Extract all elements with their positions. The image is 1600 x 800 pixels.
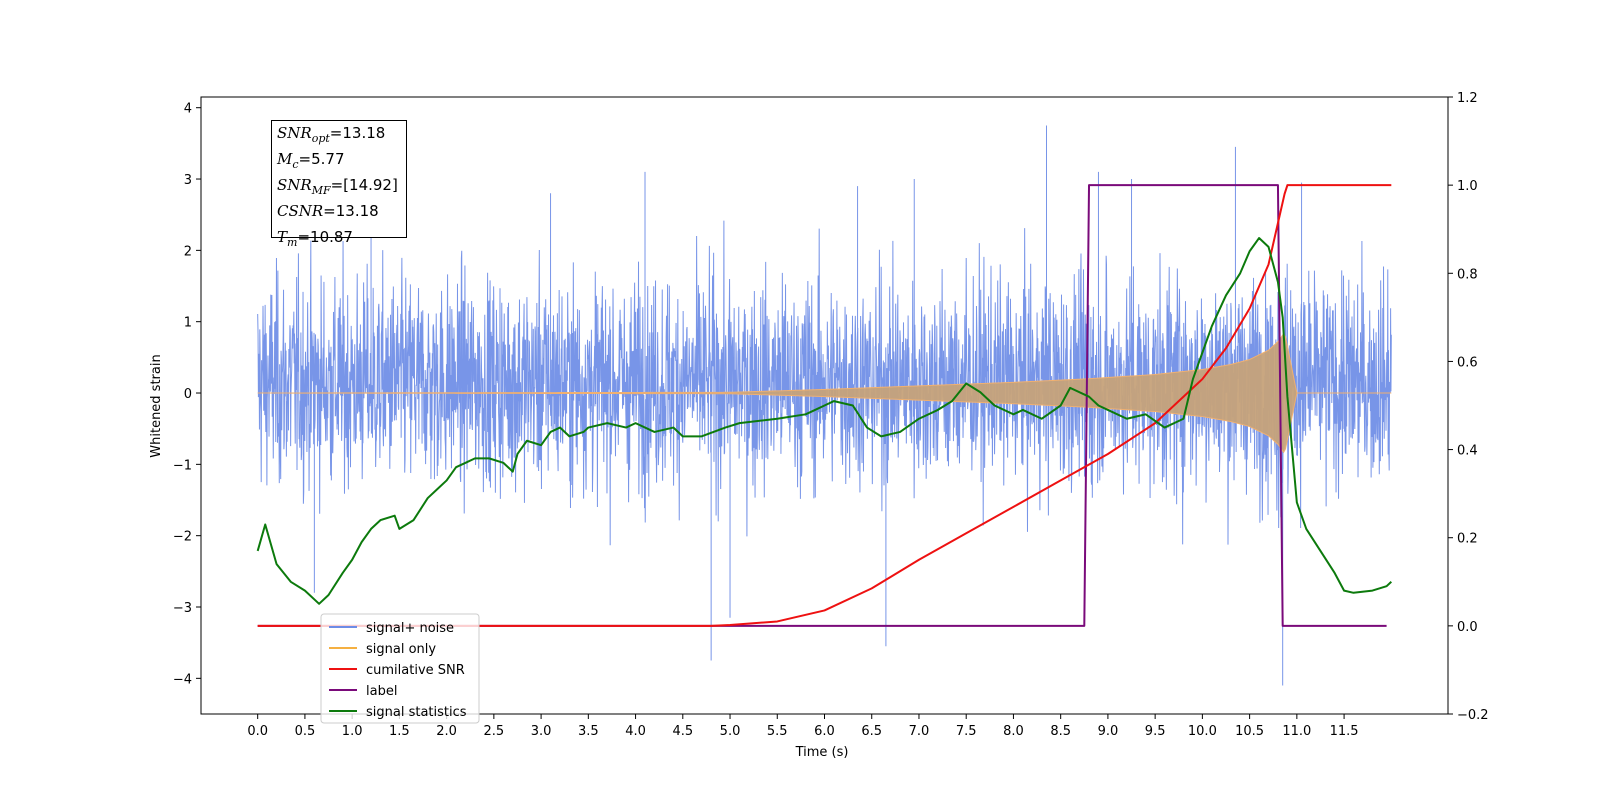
legend-entry: signal+ noise [366, 621, 454, 636]
y-tick-label: −4 [173, 672, 192, 687]
y2-tick-label: 0.2 [1457, 532, 1478, 547]
x-axis: 0.0 0.5 1.0 1.5 2.0 2.5 3.0 3.5 4.0 4.5 5.0 5.5 6.0 6… [247, 714, 1359, 739]
y-axis-left: 4 3 2 1 0 −1 −2 −3 −4 [173, 102, 201, 687]
x-tick-label: 1.0 [342, 724, 363, 739]
y2-tick-label: 0.6 [1457, 355, 1478, 370]
legend-entry: cumilative SNR [366, 663, 465, 678]
x-tick-label: 0.5 [295, 724, 316, 739]
x-tick-label: 6.5 [861, 724, 882, 739]
y-tick-label: −2 [173, 530, 192, 545]
y2-tick-label: −0.2 [1457, 708, 1489, 723]
y-tick-label: 2 [184, 244, 192, 259]
x-tick-label: 7.0 [909, 724, 930, 739]
legend-box [320, 613, 480, 724]
x-tick-label: 8.5 [1050, 724, 1071, 739]
y2-tick-label: 1.0 [1457, 179, 1478, 194]
stats-box: SNRopt=13.18 Mc=5.77 SNRMF=[14.92] CSNR=… [271, 120, 407, 249]
stat-line: SNRMF=[14.92] [277, 176, 398, 197]
x-tick-label: 11.0 [1282, 724, 1311, 739]
stat-line: SNRopt=13.18 [277, 124, 386, 145]
x-tick-label: 3.0 [531, 724, 552, 739]
x-tick-label: 10.0 [1188, 724, 1217, 739]
stat-line: Mc=5.77 [277, 150, 345, 171]
x-tick-label: 9.0 [1098, 724, 1119, 739]
series-signal-only [257, 332, 1392, 454]
series-label [257, 184, 1387, 627]
y2-tick-label: 0.0 [1457, 620, 1478, 635]
x-tick-label: 10.5 [1235, 724, 1264, 739]
plot-content [256, 125, 1393, 686]
x-tick-label: 1.5 [389, 724, 410, 739]
x-tick-label: 2.5 [484, 724, 505, 739]
x-axis-label: Time (s) [795, 745, 849, 760]
x-tick-label: 8.0 [1003, 724, 1024, 739]
x-tick-label: 7.5 [956, 724, 977, 739]
y-tick-label: 3 [184, 173, 192, 188]
x-tick-label: 5.0 [720, 724, 741, 739]
x-tick-label: 4.5 [672, 724, 693, 739]
stat-line: Tm=10.87 [277, 228, 353, 249]
x-tick-label: 4.0 [625, 724, 646, 739]
y-tick-label: 1 [184, 316, 192, 331]
x-tick-label: 6.0 [814, 724, 835, 739]
y2-tick-label: 0.8 [1457, 267, 1478, 282]
y-tick-label: 4 [184, 102, 192, 117]
y2-tick-label: 1.2 [1457, 91, 1478, 106]
series-signal-statistics [256, 237, 1393, 605]
y-tick-label: −1 [173, 458, 192, 473]
legend: signal+ noise signal only cumilative SNR la… [320, 613, 480, 724]
legend-entry: label [366, 684, 397, 699]
y-tick-label: 0 [184, 387, 192, 402]
stat-line: CSNR=13.18 [277, 202, 379, 220]
legend-entry: signal statistics [366, 705, 467, 720]
series-cumulative-snr [257, 184, 1392, 627]
x-tick-label: 2.0 [436, 724, 457, 739]
legend-entry: signal only [366, 642, 436, 657]
x-tick-label: 3.5 [578, 724, 599, 739]
y-tick-label: −3 [173, 601, 192, 616]
x-tick-label: 0.0 [247, 724, 268, 739]
x-tick-label: 9.5 [1145, 724, 1166, 739]
x-tick-label: 11.5 [1330, 724, 1359, 739]
x-tick-label: 5.5 [767, 724, 788, 739]
y-axis-right: 1.2 1.0 0.8 0.6 0.4 0.2 0.0 −0.2 [1448, 91, 1489, 723]
y-axis-label: Whitened strain [149, 354, 164, 457]
y2-tick-label: 0.4 [1457, 444, 1478, 459]
